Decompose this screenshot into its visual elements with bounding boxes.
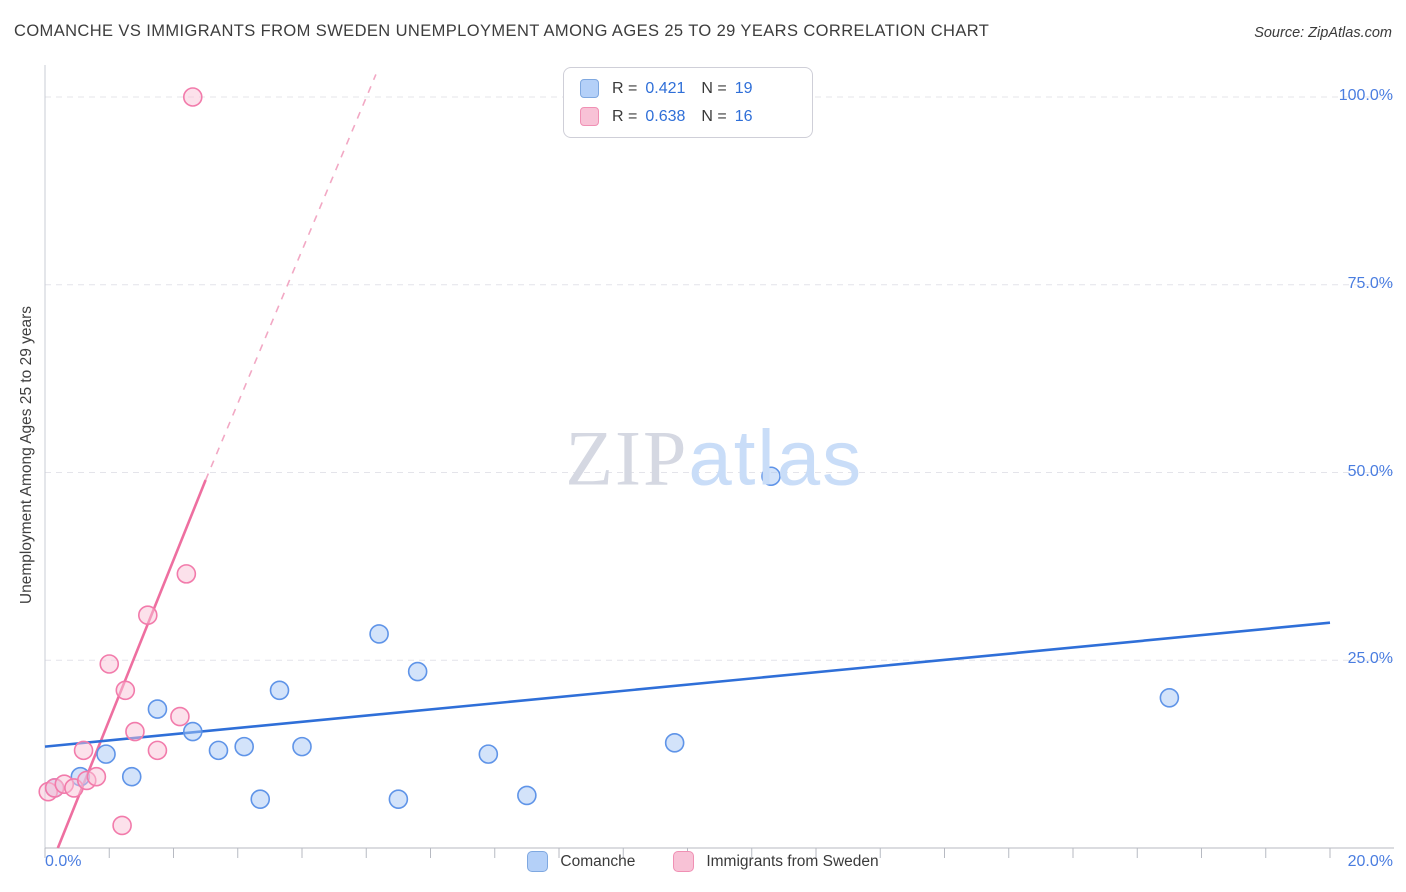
legend-row-comanche: R = 0.421 N = 19: [580, 79, 796, 98]
scatter-point-sweden: [147, 740, 168, 761]
comanche-trendline: [44, 621, 1331, 748]
sweden-swatch-icon: [673, 851, 695, 872]
legend-item-sweden[interactable]: Immigrants from Sweden: [673, 851, 879, 872]
scatter-point-comanche: [517, 785, 537, 806]
legend-item-label: Comanche: [560, 852, 636, 870]
r-label: R =: [612, 79, 638, 97]
comanche-swatch-icon: [527, 851, 549, 872]
scatter-point-comanche: [388, 789, 409, 809]
scatter-point-comanche: [664, 733, 685, 753]
source-attribution[interactable]: Source: ZipAtlas.com: [1254, 25, 1392, 41]
r-label: R =: [612, 107, 638, 125]
scatter-point-comanche: [369, 624, 389, 644]
comanche-swatch-icon: [580, 79, 599, 98]
watermark-atlas: atlas: [688, 413, 864, 502]
scatter-point-sweden: [115, 680, 136, 701]
y-axis-tick-label: 100.0%: [1338, 87, 1393, 104]
scatter-point-comanche: [269, 680, 290, 701]
scatter-point-sweden: [73, 740, 94, 761]
legend-item-label: Immigrants from Sweden: [706, 852, 879, 870]
y-axis-label: Unemployment Among Ages 25 to 29 years: [18, 305, 35, 605]
n-label: N =: [701, 79, 727, 97]
x-axis-tick-label-min: 0.0%: [45, 853, 82, 870]
scatter-point-comanche: [1159, 687, 1180, 708]
scatter-point-comanche: [761, 466, 781, 487]
scatter-point-sweden: [176, 564, 197, 584]
scatter-point-comanche: [208, 740, 229, 761]
n-value-sweden: 16: [734, 107, 753, 125]
scatter-point-comanche: [234, 736, 254, 757]
scatter-point-comanche: [147, 699, 168, 719]
r-value-sweden: 0.638: [645, 107, 686, 125]
scatter-point-sweden: [170, 706, 190, 727]
scatter-point-sweden: [99, 654, 120, 674]
y-axis-tick-label: 75.0%: [1347, 274, 1393, 292]
scatter-point-sweden: [125, 721, 145, 742]
scatter-point-sweden: [112, 815, 132, 836]
y-axis-tick-label: 50.0%: [1347, 462, 1393, 480]
n-label: N =: [701, 107, 727, 125]
zipatlas-watermark: ZIPatlas: [565, 413, 863, 504]
legend-row-sweden: R = 0.638 N = 16: [580, 107, 796, 126]
scatter-point-comanche: [96, 744, 116, 764]
scatter-point-comanche: [478, 744, 499, 764]
x-axis-tick-label-max: 20.0%: [1347, 853, 1393, 870]
chart-title: COMANCHE VS IMMIGRANTS FROM SWEDEN UNEMP…: [14, 22, 990, 40]
scatter-point-comanche: [407, 661, 428, 682]
n-value-comanche: 19: [734, 79, 753, 97]
y-axis-tick-label: 25.0%: [1347, 650, 1393, 668]
scatter-point-comanche: [250, 789, 271, 809]
r-value-comanche: 0.421: [645, 79, 686, 97]
watermark-zip: ZIP: [565, 414, 689, 502]
scatter-point-comanche: [182, 721, 203, 742]
sweden-swatch-icon: [580, 107, 599, 126]
scatter-point-sweden: [86, 766, 107, 787]
sweden-trendline-extension: [204, 74, 377, 481]
correlation-legend-box: R = 0.421 N = 19 R = 0.638 N = 16: [563, 67, 813, 138]
scatter-point-comanche: [292, 736, 312, 757]
scatter-point-sweden: [182, 87, 203, 107]
legend-item-comanche[interactable]: Comanche: [527, 851, 635, 872]
scatter-point-sweden: [138, 605, 158, 625]
scatter-point-comanche: [121, 766, 142, 787]
series-legend: Comanche Immigrants from Sweden: [0, 851, 1406, 872]
